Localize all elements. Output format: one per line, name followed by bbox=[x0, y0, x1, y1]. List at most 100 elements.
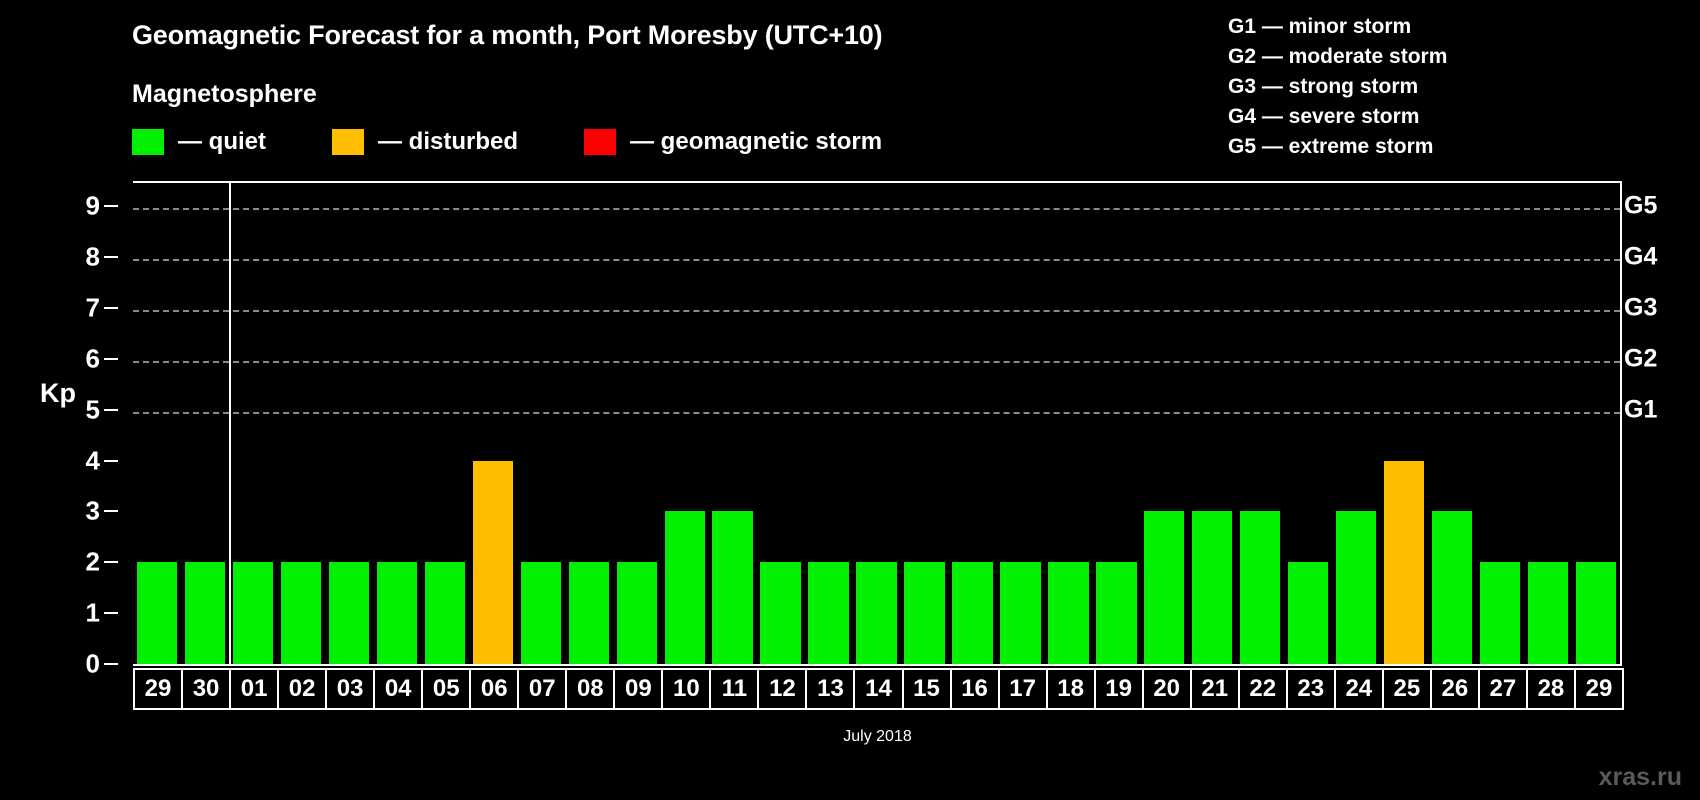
bar-cell bbox=[1188, 183, 1236, 664]
x-axis-day-4: 03 bbox=[325, 668, 376, 710]
x-axis-days: 29 30 01 02 03 04 05 06 07 08 09 10 11 12 13 14 15 16 17 18… bbox=[133, 668, 1624, 710]
magnetosphere-legend: — quiet — disturbed — geomagnetic storm bbox=[132, 128, 948, 156]
bar-day-28 bbox=[1527, 562, 1569, 664]
x-axis-day-17: 16 bbox=[949, 668, 1000, 710]
x-axis-day-2: 01 bbox=[229, 668, 280, 710]
bar-cell bbox=[613, 183, 661, 664]
bar-day-22 bbox=[1240, 511, 1281, 664]
bar-day-09 bbox=[616, 562, 657, 664]
y-tick-label-3: 3 bbox=[85, 495, 100, 526]
y-tick-mark-6 bbox=[104, 357, 118, 360]
gridline-kp-5 bbox=[133, 411, 1620, 414]
bar-cell bbox=[853, 183, 901, 664]
legend-item-storm: — geomagnetic storm bbox=[584, 128, 882, 156]
bar-cell bbox=[1380, 183, 1428, 664]
bar-cell bbox=[1092, 183, 1140, 664]
x-axis-day-19: 18 bbox=[1045, 668, 1096, 710]
y-tick-mark-2 bbox=[104, 561, 118, 564]
y-tick-mark-7 bbox=[104, 307, 118, 310]
bar-day-19 bbox=[1096, 562, 1137, 664]
legend-swatch-disturbed bbox=[332, 129, 364, 155]
storm-scale-g1: G1 — minor storm bbox=[1228, 15, 1412, 38]
x-axis-day-27: 26 bbox=[1429, 668, 1480, 710]
bar-day-11 bbox=[712, 511, 753, 664]
bar-day-08 bbox=[568, 562, 609, 664]
legend-swatch-quiet bbox=[132, 129, 164, 155]
bar-series bbox=[133, 183, 1620, 664]
bar-cell bbox=[1140, 183, 1188, 664]
x-axis-day-18: 17 bbox=[997, 668, 1048, 710]
legend-label-storm: — geomagnetic storm bbox=[630, 128, 883, 155]
x-axis-day-20: 19 bbox=[1093, 668, 1144, 710]
bar-day-04 bbox=[376, 562, 417, 664]
plot-area bbox=[133, 181, 1622, 666]
g-scale-axis: G1 G2 G3 G4 G5 bbox=[1624, 181, 1700, 666]
y-tick-label-8: 8 bbox=[85, 241, 100, 272]
y-tick-label-1: 1 bbox=[85, 597, 100, 628]
bar-cell bbox=[661, 183, 709, 664]
bar-day-23 bbox=[1288, 562, 1329, 664]
x-axis-day-26: 25 bbox=[1381, 668, 1432, 710]
bar-day-07 bbox=[520, 562, 561, 664]
bar-cell bbox=[565, 183, 613, 664]
bar-cell bbox=[709, 183, 757, 664]
chart-subtitle: Magnetosphere bbox=[132, 80, 317, 108]
gridline-kp-7 bbox=[133, 310, 1620, 313]
y-tick-mark-5 bbox=[104, 408, 118, 411]
y-tick-mark-3 bbox=[104, 510, 118, 513]
bar-cell bbox=[373, 183, 421, 664]
y-axis-title: Kp bbox=[40, 378, 76, 408]
storm-scale-g2: G2 — moderate storm bbox=[1228, 45, 1448, 68]
bar-cell bbox=[517, 183, 565, 664]
bar-day-29 bbox=[1575, 562, 1617, 664]
x-axis-day-1: 30 bbox=[181, 668, 232, 710]
legend-item-quiet: — quiet bbox=[132, 128, 266, 156]
x-axis-day-21: 20 bbox=[1141, 668, 1192, 710]
x-axis-day-11: 10 bbox=[661, 668, 712, 710]
bar-cell bbox=[1572, 183, 1620, 664]
x-axis-day-16: 15 bbox=[901, 668, 952, 710]
gridline-kp-8 bbox=[133, 259, 1620, 262]
bar-day-12 bbox=[760, 562, 801, 664]
y-tick-label-2: 2 bbox=[85, 546, 100, 577]
x-axis-day-25: 24 bbox=[1333, 668, 1384, 710]
bar-cell bbox=[421, 183, 469, 664]
bar-cell bbox=[1284, 183, 1332, 664]
g-axis-label-g4: G4 bbox=[1624, 242, 1658, 271]
bar-day-17 bbox=[1000, 562, 1041, 664]
y-tick-mark-4 bbox=[104, 459, 118, 462]
x-axis-day-10: 09 bbox=[613, 668, 664, 710]
x-axis-day-3: 02 bbox=[277, 668, 328, 710]
bar-day-18 bbox=[1048, 562, 1089, 664]
bar-cell bbox=[229, 183, 277, 664]
bar-cell bbox=[469, 183, 517, 664]
bar-day-26 bbox=[1432, 511, 1473, 664]
gridline-kp-9 bbox=[133, 208, 1620, 211]
bar-cell bbox=[133, 183, 181, 664]
bar-day-06 bbox=[472, 460, 513, 664]
storm-scale-g4: G4 — severe storm bbox=[1228, 105, 1420, 128]
bar-cell bbox=[325, 183, 373, 664]
x-axis-day-6: 05 bbox=[421, 668, 472, 710]
x-axis-day-30: 29 bbox=[1573, 668, 1624, 710]
bar-day-10 bbox=[664, 511, 705, 664]
x-axis-day-28: 27 bbox=[1477, 668, 1528, 710]
bar-day-05 bbox=[424, 562, 465, 664]
bar-cell bbox=[1044, 183, 1092, 664]
g-axis-label-g3: G3 bbox=[1624, 293, 1658, 322]
x-axis-day-8: 07 bbox=[517, 668, 568, 710]
gridline-kp-6 bbox=[133, 360, 1620, 363]
y-tick-label-9: 9 bbox=[85, 190, 100, 221]
bar-day-29 bbox=[136, 562, 178, 664]
bar-cell bbox=[277, 183, 325, 664]
y-tick-label-0: 0 bbox=[85, 648, 100, 679]
x-axis-day-9: 08 bbox=[565, 668, 616, 710]
x-axis-day-14: 13 bbox=[805, 668, 856, 710]
y-tick-label-4: 4 bbox=[85, 445, 100, 476]
watermark: xras.ru bbox=[1598, 763, 1682, 791]
bar-cell bbox=[996, 183, 1044, 664]
bar-day-27 bbox=[1479, 562, 1521, 664]
bar-cell bbox=[757, 183, 805, 664]
bar-day-01 bbox=[232, 562, 274, 664]
legend-item-disturbed: — disturbed bbox=[332, 128, 518, 156]
